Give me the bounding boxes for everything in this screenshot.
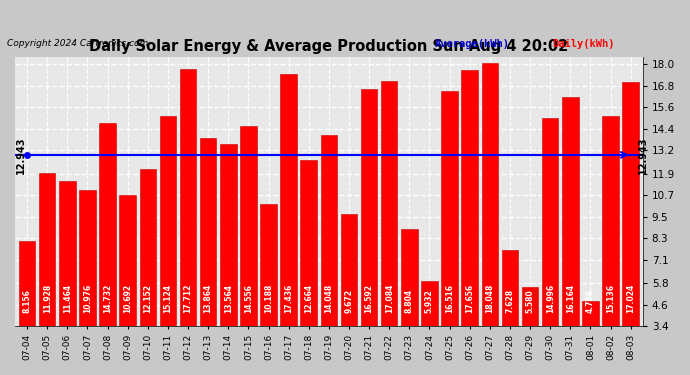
Bar [119, 195, 136, 375]
Text: 12.943: 12.943 [638, 136, 648, 174]
Bar [582, 301, 599, 375]
Text: 8.156: 8.156 [23, 289, 32, 313]
Bar [562, 97, 578, 375]
Bar [462, 70, 478, 375]
Bar [321, 135, 337, 375]
Bar [59, 182, 76, 375]
Text: 16.592: 16.592 [364, 284, 373, 313]
Text: Daily(kWh): Daily(kWh) [552, 39, 615, 50]
Text: 13.564: 13.564 [224, 284, 233, 313]
Bar [260, 204, 277, 375]
Text: 15.124: 15.124 [164, 284, 172, 313]
Bar [622, 82, 639, 375]
Text: 7.628: 7.628 [506, 288, 515, 313]
Text: 17.024: 17.024 [626, 284, 635, 313]
Text: 14.556: 14.556 [244, 284, 253, 313]
Text: 15.136: 15.136 [606, 284, 615, 313]
Text: 16.164: 16.164 [566, 284, 575, 313]
Bar [401, 229, 417, 375]
Bar [341, 213, 357, 375]
Text: 10.692: 10.692 [124, 284, 132, 313]
Text: 9.672: 9.672 [344, 289, 353, 313]
Text: 14.732: 14.732 [103, 284, 112, 313]
Text: 17.084: 17.084 [385, 283, 394, 313]
Bar [522, 287, 538, 375]
Text: 18.048: 18.048 [485, 283, 494, 313]
Bar [502, 250, 518, 375]
Text: Average(kWh): Average(kWh) [435, 39, 510, 50]
Text: 17.656: 17.656 [465, 284, 474, 313]
Text: 8.804: 8.804 [405, 288, 414, 313]
Bar [19, 241, 35, 375]
Bar [180, 69, 196, 375]
Bar [79, 190, 96, 375]
Bar [240, 126, 257, 375]
Bar [200, 138, 217, 375]
Bar [139, 169, 156, 375]
Text: 10.976: 10.976 [83, 284, 92, 313]
Text: 11.928: 11.928 [43, 284, 52, 313]
Text: 14.048: 14.048 [324, 284, 333, 313]
Bar [280, 74, 297, 375]
Bar [482, 63, 498, 375]
Text: 17.436: 17.436 [284, 284, 293, 313]
Bar [602, 116, 619, 375]
Text: 12.943: 12.943 [16, 136, 26, 174]
Text: Copyright 2024 Cartronics.com: Copyright 2024 Cartronics.com [7, 39, 148, 48]
Text: 12.664: 12.664 [304, 284, 313, 313]
Text: 13.864: 13.864 [204, 284, 213, 313]
Text: 4.786: 4.786 [586, 288, 595, 313]
Bar [300, 160, 317, 375]
Bar [361, 89, 377, 375]
Text: 11.464: 11.464 [63, 284, 72, 313]
Bar [159, 116, 176, 375]
Bar [381, 81, 397, 375]
Bar [442, 91, 458, 375]
Text: 12.152: 12.152 [144, 284, 152, 313]
Text: 14.996: 14.996 [546, 284, 555, 313]
Bar [99, 123, 116, 375]
Bar [39, 173, 55, 375]
Text: 5.932: 5.932 [425, 289, 434, 313]
Bar [220, 144, 237, 375]
Text: 5.580: 5.580 [526, 289, 535, 313]
Text: 17.712: 17.712 [184, 283, 193, 313]
Bar [421, 280, 437, 375]
Text: 10.188: 10.188 [264, 283, 273, 313]
Title: Daily Solar Energy & Average Production Sun Aug 4 20:02: Daily Solar Energy & Average Production … [89, 39, 569, 54]
Text: 16.516: 16.516 [445, 284, 454, 313]
Bar [542, 118, 558, 375]
